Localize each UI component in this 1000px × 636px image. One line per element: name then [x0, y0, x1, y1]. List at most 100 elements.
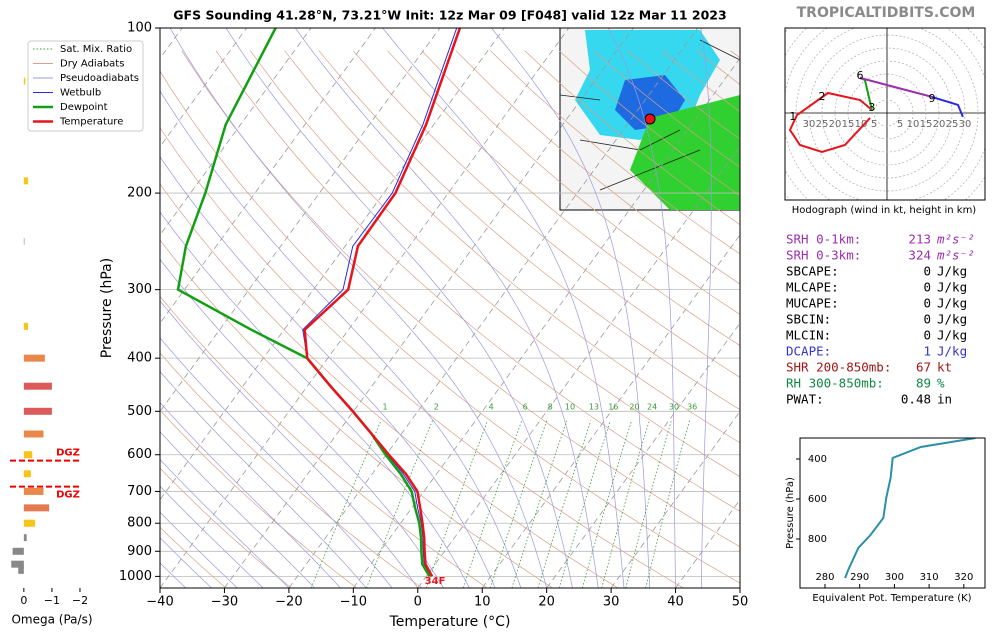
mixing-ratio-line: [558, 420, 611, 588]
dry-adiabat: [160, 467, 292, 588]
legend-label: Wetbulb: [60, 88, 101, 99]
stat-value: 1: [923, 344, 931, 359]
dgz-label: DGZ: [56, 490, 80, 501]
site-name: TROPICALTIDBITS.COM: [797, 5, 976, 21]
pseudoadiabat: [160, 258, 444, 588]
pseudoadiabat: [160, 156, 496, 588]
stat-value: 0.48: [901, 392, 931, 407]
stat-unit: J/kg: [937, 328, 967, 343]
pseudoadiabat: [225, 28, 573, 588]
isotherm: [610, 410, 740, 588]
dry-adiabat: [160, 183, 619, 588]
isotherm-extra: [160, 28, 505, 501]
hodo-ring-label: 25: [816, 119, 829, 130]
dgz-label: DGZ: [56, 448, 80, 459]
thetae-x-tick-label: 300: [885, 572, 904, 583]
thetae-x-label: Equivalent Pot. Temperature (K): [812, 593, 971, 604]
y-tick-label: 1000: [119, 569, 152, 584]
hodo-ring: [808, 34, 966, 192]
hodo-ring-extra: [795, 28, 979, 200]
stat-label: SBCIN:: [786, 312, 831, 327]
stat-value: 0: [923, 280, 931, 295]
omega-bar: [23, 504, 50, 512]
hodo-ring: [821, 47, 953, 179]
y-tick-label: 400: [127, 351, 152, 366]
hodo-ring-label: 10: [907, 119, 920, 130]
legend-label: Sat. Mix. Ratio: [60, 44, 132, 55]
stat-label: SBCAPE:: [786, 264, 839, 279]
isotherm: [353, 57, 740, 588]
omega-axis-label: Omega (Pa/s): [11, 613, 92, 627]
legend: Sat. Mix. Ratio Dry Adiabats Pseudoadiabat…: [27, 40, 144, 132]
hodo-ring-label: 20: [829, 119, 842, 130]
stat-unit: m²s⁻²: [936, 248, 975, 263]
skewt-plot: [160, 28, 740, 588]
thetae-y-tick-label: 600: [808, 494, 827, 505]
pseudoadiabat: [607, 28, 676, 588]
pseudoadiabat: [160, 402, 341, 588]
stat-unit: J/kg: [937, 312, 967, 327]
mixing-ratio-line: [310, 420, 382, 588]
x-tick-label: 40: [667, 595, 684, 610]
legend-label: Pseudoadiabats: [60, 73, 139, 84]
stat-label: DCAPE:: [786, 344, 831, 359]
y-axis-label: Pressure (hPa): [99, 258, 115, 358]
pseudoadiabat: [160, 537, 212, 588]
dry-adiabat: [160, 352, 423, 588]
x-tick-label: −20: [275, 595, 302, 610]
hodo-height-label: 9: [928, 92, 935, 105]
hodo-frame: [784, 27, 986, 201]
y-tick-label: 300: [127, 282, 152, 297]
dry-adiabat: [318, 50, 740, 411]
dry-adiabat: [160, 526, 227, 588]
pseudoadiabat: [160, 90, 522, 588]
dry-adiabat: [215, 50, 740, 512]
y-tick-label: 600: [127, 447, 152, 462]
stat-unit: in: [937, 392, 952, 407]
x-tick-label: −30: [211, 595, 238, 610]
pseudoadiabat: [169, 28, 548, 588]
pseudoadiabat: [160, 431, 315, 588]
isotherm: [288, 28, 699, 588]
omega-tick-label: 0: [20, 594, 27, 607]
pseudoadiabat: [160, 211, 470, 588]
hodo-trace: [788, 91, 873, 154]
thetae-x-tick-label: 280: [815, 572, 834, 583]
omega-bar: [23, 430, 44, 438]
omega-bar: [23, 451, 33, 459]
mixing-ratio-label: 8: [548, 403, 553, 412]
stat-label: SRH 0-3km:: [786, 248, 861, 263]
plot-frame: [159, 27, 741, 589]
stat-label: MLCIN:: [786, 328, 831, 343]
y-tick-label: 700: [127, 484, 152, 499]
hodo-ring-extra: [785, 28, 985, 200]
thetae-y-label: Pressure (hPa): [785, 477, 796, 549]
hodo-ring-label: 15: [920, 119, 933, 130]
mixing-ratio-line: [582, 420, 632, 588]
omega-bar: [23, 237, 25, 245]
stat-unit: kt: [937, 360, 952, 375]
legend-frame: [27, 40, 144, 132]
mixing-ratio-line: [489, 420, 548, 588]
dry-adiabat: [455, 50, 740, 285]
stat-value: 0: [923, 328, 931, 343]
mixing-ratio-line: [425, 420, 488, 588]
mixing-ratio-label: 20: [629, 403, 639, 412]
pseudoadiabat: [295, 28, 599, 588]
mixing-ratio-label: 13: [589, 403, 599, 412]
stat-label: SRH 0-1km:: [786, 232, 861, 247]
x-tick-label: 0: [414, 595, 422, 610]
profile-line: [303, 28, 462, 577]
map-contours: [559, 39, 741, 191]
pseudoadiabat: [700, 28, 712, 588]
x-tick-label: 50: [732, 595, 749, 610]
stat-unit: %: [937, 376, 945, 391]
pseudoadiabat: [160, 511, 238, 588]
pseudoadiabat: [160, 371, 367, 588]
omega-bar: [23, 534, 27, 542]
surface-label: 34F: [425, 576, 446, 587]
thetae-x-tick-label: 320: [954, 572, 973, 583]
stat-label: MUCAPE:: [786, 296, 839, 311]
mixing-ratio-label: 10: [565, 403, 575, 412]
hodo-ring-label: 30: [803, 119, 816, 130]
